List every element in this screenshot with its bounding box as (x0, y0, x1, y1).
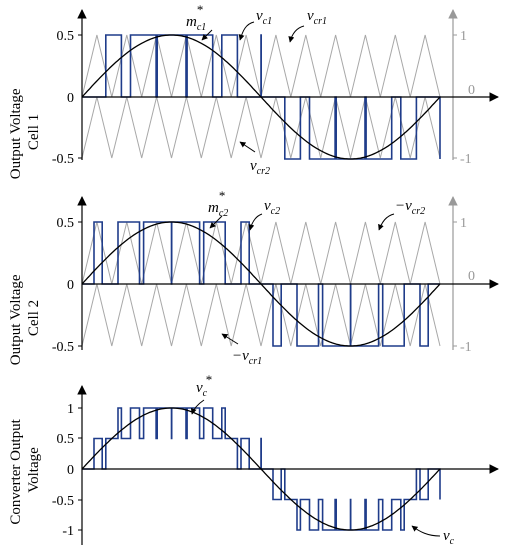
panel-3-left-ticks: 1 0.5 0 -0.5 -1 (52, 402, 82, 539)
panel-2-ylabel: Output Voltage Cell 2 (8, 271, 42, 365)
panel-1-right-tick: 0 (468, 83, 475, 98)
panel-1-ylabel-line1: Output Voltage (8, 88, 24, 179)
panel-1: Output Voltage Cell 1 0.5 0 -0.5 1 0 -1 … (8, 2, 499, 179)
panel-3-annotation-v-c: vc (443, 528, 455, 547)
panel-2: Output Voltage Cell 2 0.5 0 -0.5 1 0 -1 … (8, 188, 499, 367)
panel-3-annotation-v-c-star: vc* (196, 372, 212, 399)
panel-3: Converter Output Voltage 1 0.5 0 -0.5 -1… (8, 372, 499, 547)
panel-2-ylabel-line2: Cell 2 (26, 300, 42, 336)
panel-3-left-tick: -0.5 (52, 494, 74, 509)
panel-1-annotation-v-cr1: vcr1 (307, 8, 327, 27)
panel-1-pwm (82, 34, 441, 160)
panel-3-left-tick: -1 (62, 524, 74, 539)
panel-3-left-tick: 0.5 (57, 432, 75, 447)
carrier-1 (81, 221, 441, 285)
panel-1-annotation-v-c1: vc1 (256, 8, 272, 27)
panel-3-pwm (82, 407, 441, 531)
panel-3-ylabel: Converter Output Voltage (8, 415, 42, 524)
panel-1-left-ticks: 0.5 0 -0.5 (52, 29, 82, 167)
panel-1-ylabel-line2: Cell 1 (26, 114, 42, 150)
panel-2-right-ticks: 1 0 -1 (453, 216, 475, 355)
panel-3-left-tick: 1 (67, 402, 74, 417)
panel-2-annotation-m-c2: mc2* (208, 188, 228, 219)
panel-2-left-tick: 0 (67, 278, 74, 293)
panel-2-right-tick: 0 (468, 269, 475, 284)
panel-3-left-tick: 0 (67, 463, 74, 478)
panel-2-right-tick: 1 (460, 216, 467, 231)
panel-2-right-tick: -1 (460, 340, 472, 355)
panel-1-ylabel: Output Voltage Cell 1 (8, 85, 42, 179)
panel-2-ylabel-line1: Output Voltage (8, 274, 24, 365)
pwm-cell-1 (82, 34, 441, 160)
panel-3-ylabel-line1: Converter Output (8, 418, 24, 524)
panel-2-annotation-neg-v-cr2: −vcr2 (395, 198, 425, 217)
panel-1-left-tick: -0.5 (52, 152, 74, 167)
panel-1-annotation-v-cr2: vcr2 (250, 158, 270, 177)
panel-2-annotation-neg-v-cr1: −vcr1 (232, 348, 262, 367)
panel-1-right-tick: -1 (460, 152, 472, 167)
panel-1-right-ticks: 1 0 -1 (453, 29, 475, 167)
pwm-converter-output (82, 407, 441, 531)
panel-2-annotation-v-c2: vc2 (264, 198, 280, 217)
carrier-2 (81, 96, 441, 159)
panel-3-ylabel-line2: Voltage (26, 447, 42, 493)
panel-1-annotation-m-c1: mc1* (186, 2, 206, 33)
panel-2-left-tick: -0.5 (52, 340, 74, 355)
panel-2-left-ticks: 0.5 0 -0.5 (52, 216, 82, 355)
carrier-2 (81, 283, 441, 347)
panel-1-left-tick: 0.5 (57, 29, 75, 44)
panel-2-left-tick: 0.5 (57, 216, 75, 231)
panel-1-left-tick: 0 (67, 91, 74, 106)
panel-1-right-tick: 1 (460, 29, 467, 44)
